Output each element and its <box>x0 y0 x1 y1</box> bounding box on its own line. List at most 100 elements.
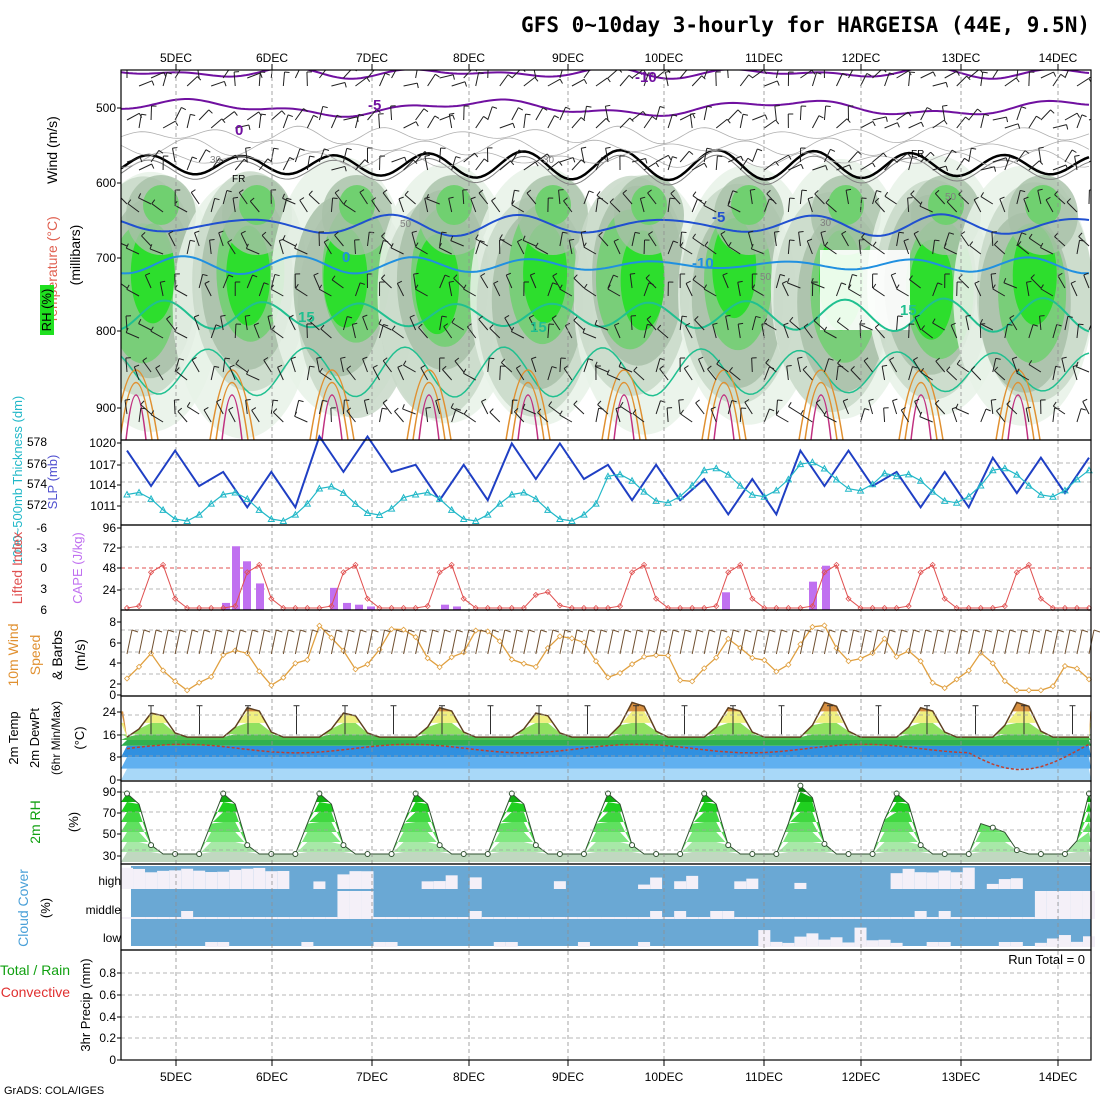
wind-speed-point <box>1061 662 1069 670</box>
wind-barb-flag <box>322 399 328 402</box>
wind-barb <box>174 358 180 373</box>
wind-barb-flag <box>197 76 202 81</box>
wind-barb <box>763 366 770 381</box>
cloud-middle-bar <box>481 917 494 919</box>
wind-barb-flag <box>800 409 804 415</box>
thickness-point <box>1025 481 1033 489</box>
wind-barb-flag <box>1020 189 1026 193</box>
wind-speed-point <box>123 675 131 682</box>
wind-barb-flag <box>1021 232 1027 235</box>
wind-barb-flag <box>413 272 419 275</box>
wind-barb <box>619 117 631 129</box>
contour-label: 15 <box>900 302 917 319</box>
wind-speed-point <box>1013 687 1020 694</box>
wind-barb <box>228 409 236 423</box>
wind-barb <box>1083 274 1090 289</box>
wind-barb-flag <box>186 402 191 407</box>
rh-point <box>965 851 972 857</box>
wind-barb-flag <box>601 156 607 160</box>
wind-barb <box>956 158 965 171</box>
wind10m-barb <box>174 629 181 655</box>
wind10m-barb <box>667 629 674 655</box>
wind-barb-flag <box>1082 398 1088 402</box>
wind-barb-flag <box>765 358 770 364</box>
wind-barb <box>890 274 898 289</box>
wind10m-barb <box>330 629 337 655</box>
wind-barb-flag <box>1018 64 1023 65</box>
wind-barb-flag <box>513 407 519 413</box>
wind-barb <box>294 148 301 163</box>
wind-speed-point <box>580 639 588 646</box>
wind-barb-flag <box>451 318 455 323</box>
cloud-high-bar <box>169 870 182 889</box>
wind-speed-point <box>532 663 539 670</box>
thickness-point <box>688 481 697 489</box>
date-label-bottom: 5DEC <box>160 1070 192 1084</box>
wind-barb-flag <box>581 146 587 149</box>
wind-barb-flag <box>522 403 526 409</box>
wind-barb <box>463 288 476 297</box>
surface-temp-contour <box>125 394 147 440</box>
wind-barb <box>969 245 982 255</box>
wind-barb <box>613 241 621 255</box>
wind10m-barb <box>1052 629 1059 655</box>
thickness-tick: 572 <box>27 498 47 512</box>
wind-barb <box>992 358 997 373</box>
wind-barb-flag <box>843 398 849 402</box>
wind-barb-flag <box>1037 188 1043 191</box>
wind-barb-flag <box>920 121 924 127</box>
wind-barb <box>807 198 813 213</box>
wind-barb <box>789 320 801 331</box>
wind-barb-flag <box>605 146 611 149</box>
cloud-middle-bar <box>517 917 530 919</box>
wind-barb-flag <box>424 151 429 156</box>
wind-barb-flag <box>245 243 249 249</box>
wind-barb-flag <box>727 200 731 206</box>
wind-speed-point <box>424 655 431 662</box>
temp-tick: 8 <box>109 750 116 764</box>
wind-barb <box>837 362 849 373</box>
wind-barb-flag <box>748 230 754 234</box>
wind-barb-flag <box>563 197 568 202</box>
surface-temp-contour <box>412 382 446 440</box>
wind-barb <box>151 203 164 213</box>
wind-barb-flag <box>728 241 732 247</box>
wind-barb-flag <box>688 150 694 155</box>
wind-barb-flag <box>134 364 140 368</box>
wind-barb <box>367 232 370 247</box>
wind10m-barb-flag <box>853 629 860 633</box>
wind-barb <box>282 72 286 87</box>
wind10m-barb-flag <box>721 629 728 633</box>
cloud-low-bar <box>638 942 651 947</box>
wind-barb <box>415 288 428 297</box>
wind10m-barb <box>258 629 265 655</box>
wind-barb-flag <box>789 316 794 322</box>
cloud-middle-bar <box>698 917 711 919</box>
wind-barb <box>278 240 284 255</box>
wind10m-barb <box>848 629 854 655</box>
wind-barb <box>946 201 958 213</box>
wind10m-barb-flag <box>191 629 199 633</box>
wind-barb-flag <box>114 236 116 241</box>
surface-temp-contour <box>215 382 249 440</box>
wind-barb-flag <box>232 196 239 199</box>
wind-barb <box>277 367 284 381</box>
wind-barb-flag <box>259 72 263 78</box>
wind-barb-flag <box>382 357 388 362</box>
cloud-level-tick: low <box>103 931 121 945</box>
wind-barb <box>752 70 764 79</box>
wind-barb <box>594 324 609 331</box>
thickness-point <box>568 516 576 525</box>
wind-barb <box>547 324 550 339</box>
wind-barb <box>462 189 465 205</box>
wind-barb <box>815 402 825 415</box>
wind-barb <box>920 151 932 163</box>
wind-barb-flag <box>414 284 419 290</box>
date-label-top: 11DEC <box>745 51 783 65</box>
thickness-point <box>676 492 684 500</box>
wind-barb-flag <box>607 77 611 83</box>
wind-barb-flag <box>657 324 662 330</box>
date-label-top: 13DEC <box>942 51 981 65</box>
wind-barb <box>516 241 525 255</box>
